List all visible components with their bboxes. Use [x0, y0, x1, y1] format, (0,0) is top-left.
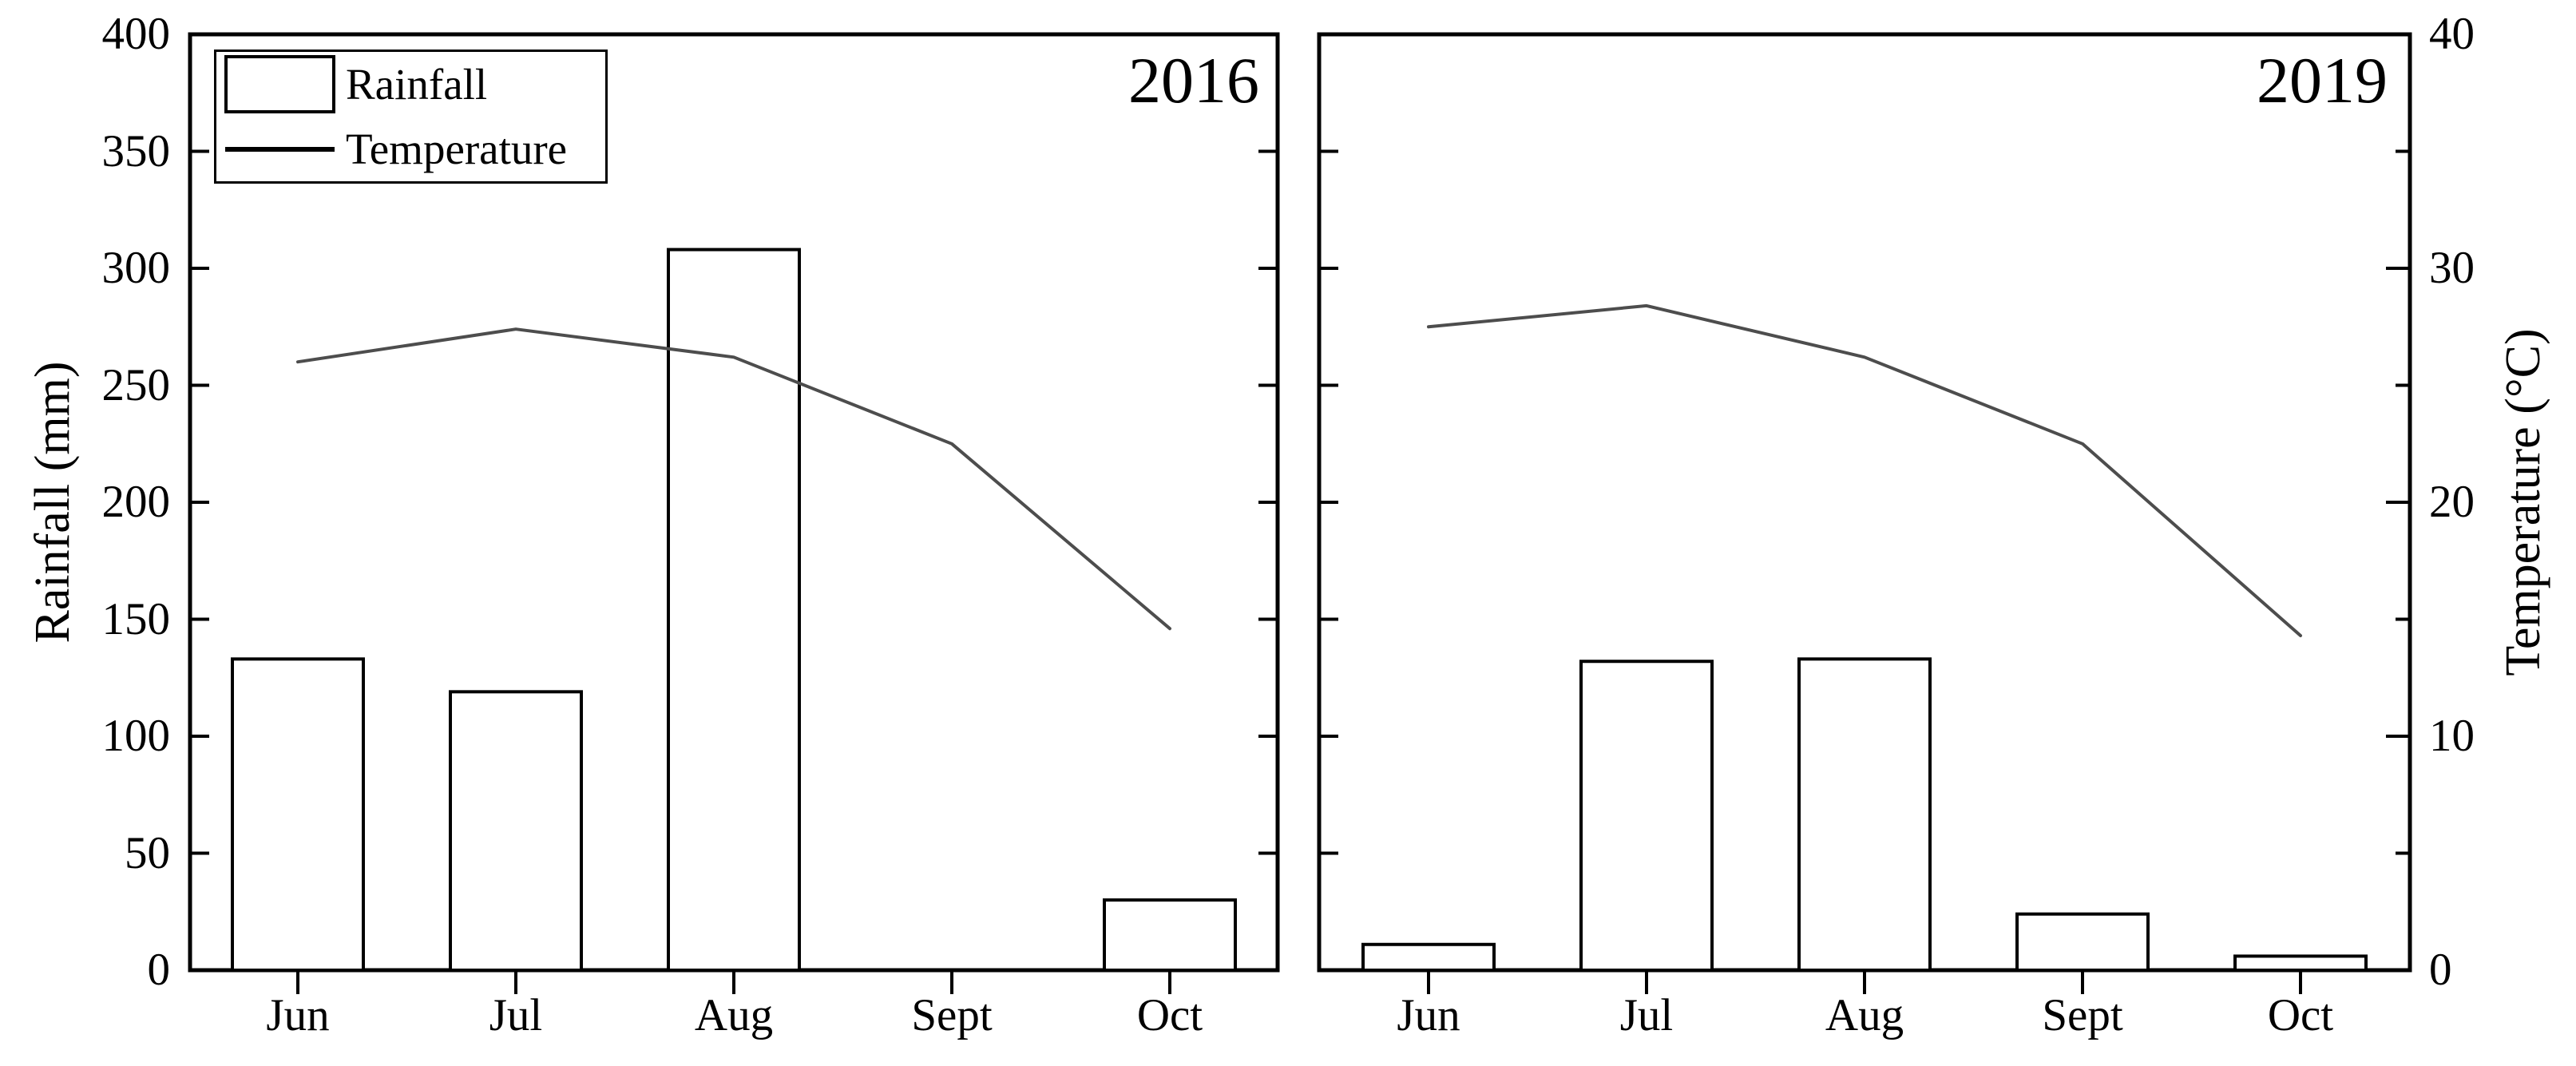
rainfall-bar-swatch-icon	[224, 55, 335, 113]
rainfall-tick-label-150: 150	[101, 594, 171, 644]
bar-aug-2016	[667, 248, 801, 972]
temperature-tick-label-30: 30	[2429, 243, 2475, 293]
rainfall-tick-label-200: 200	[101, 477, 171, 527]
rainfall-tick-label-50: 50	[125, 828, 170, 878]
rainfall-tick-label-400: 400	[101, 9, 171, 59]
x-axis-label-jul-2019: Jul	[1619, 990, 1674, 1040]
temperature-line-2016	[296, 327, 1171, 631]
panel-2019-year-label: 2019	[2257, 44, 2388, 117]
bar-jul-2019	[1579, 660, 1714, 972]
bar-oct-2016	[1103, 898, 1237, 972]
legend-row-rainfall: Rainfall	[216, 52, 605, 117]
x-axis-label-jun-2016: Jun	[266, 990, 330, 1040]
left-axis-title: Rainfall (mm)	[26, 361, 80, 644]
x-axis-label-jul-2016: Jul	[489, 990, 543, 1040]
rainfall-tick-label-100: 100	[101, 711, 171, 761]
bar-jul-2016	[449, 690, 583, 973]
bar-jun-2019	[1361, 942, 1496, 973]
bar-jun-2016	[231, 657, 365, 972]
temperature-tick-label-40: 40	[2429, 9, 2475, 59]
legend-rainfall-label: Rainfall	[346, 60, 488, 109]
right-axis-title: Temperature (°C)	[2496, 328, 2550, 676]
panel-2016-year-label: 2016	[1128, 44, 1259, 117]
temperature-tick-label-20: 20	[2429, 477, 2475, 527]
temperature-tick-label-10: 10	[2429, 711, 2475, 761]
x-axis-label-jun-2019: Jun	[1397, 990, 1460, 1040]
x-axis-label-aug-2019: Aug	[1825, 990, 1904, 1040]
bar-aug-2019	[1797, 657, 1932, 972]
rainfall-tick-label-300: 300	[101, 243, 171, 293]
temperature-line-2019	[1427, 303, 2302, 637]
rainfall-tick-label-0: 0	[147, 945, 171, 995]
x-axis-label-sept-2019: Sept	[2042, 990, 2123, 1040]
x-axis-label-oct-2016: Oct	[1136, 990, 1203, 1040]
bar-oct-2019	[2233, 954, 2368, 973]
rainfall-tick-label-350: 350	[101, 126, 171, 176]
legend-row-temperature: Temperature	[216, 117, 605, 181]
temperature-line-swatch-icon	[225, 146, 335, 152]
rainfall-tick-label-250: 250	[101, 360, 171, 410]
x-axis-label-oct-2019: Oct	[2267, 990, 2334, 1040]
x-axis-label-aug-2016: Aug	[694, 990, 774, 1040]
x-axis-label-sept-2016: Sept	[911, 990, 993, 1040]
legend-temperature-label: Temperature	[346, 125, 568, 173]
bar-sept-2019	[2015, 912, 2150, 973]
temperature-tick-label-0: 0	[2429, 945, 2452, 995]
legend: Rainfall Temperature	[214, 50, 608, 184]
